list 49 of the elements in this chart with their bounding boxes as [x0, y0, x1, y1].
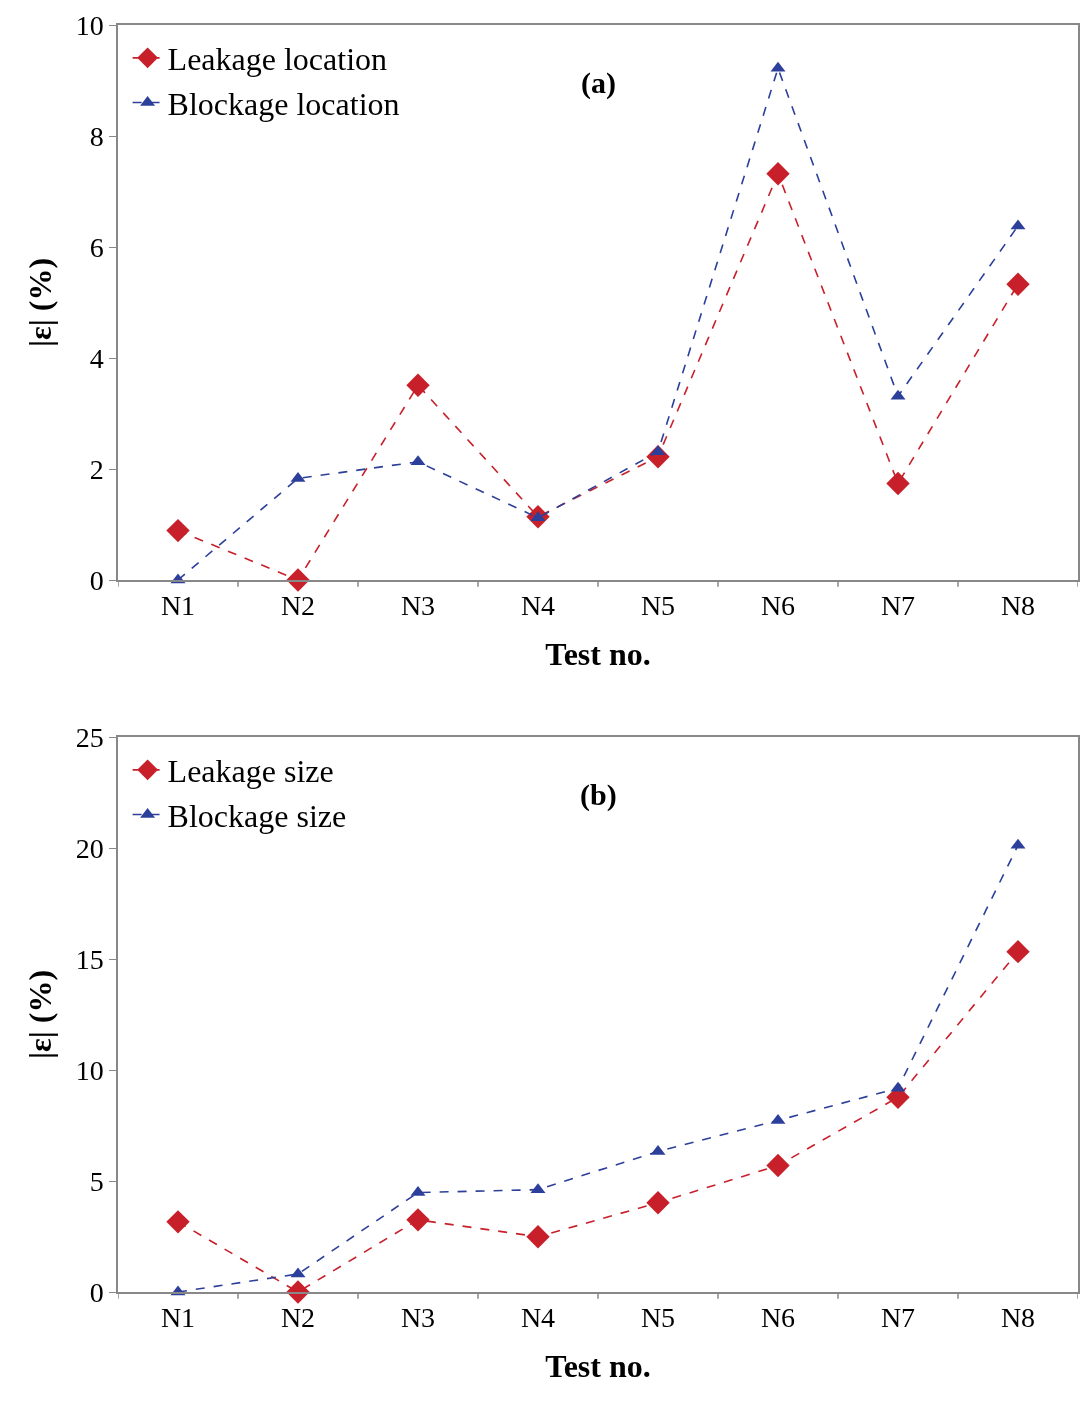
x-tick-label: N7: [880, 590, 916, 622]
y-tick-label: 8: [89, 120, 104, 152]
x-tick-label: N4: [520, 1302, 556, 1334]
point: [766, 162, 790, 186]
point: [526, 1225, 550, 1249]
point: [646, 1191, 670, 1215]
y-tick-label: 0: [89, 1276, 104, 1308]
point: [1006, 939, 1030, 964]
x-tick-label: N6: [760, 1302, 796, 1334]
y-tick-label: 5: [89, 1165, 104, 1197]
x-tick-label: N6: [760, 590, 796, 622]
point: [1006, 272, 1030, 296]
point: [406, 1208, 430, 1232]
y-tick-label: 2: [89, 453, 104, 485]
y-tick-label: 4: [89, 342, 104, 374]
y-tick-label: 20: [75, 832, 104, 864]
x-tick-label: N2: [280, 590, 316, 622]
y-tick-label: 10: [75, 1054, 104, 1086]
annotation: (a): [581, 66, 616, 100]
x-tick-label: N7: [880, 1302, 916, 1334]
y-axis-title: |ε| (%): [22, 257, 59, 348]
legend-label: Leakage size: [167, 753, 334, 790]
y-tick-label: 0: [89, 564, 104, 596]
y-tick-label: 10: [75, 9, 104, 41]
x-tick-label: N8: [1000, 590, 1036, 622]
x-tick-label: N2: [280, 1302, 316, 1334]
y-tick-label: 25: [75, 721, 104, 753]
annotation: (b): [580, 778, 617, 812]
x-axis-title: Test no.: [545, 1347, 651, 1384]
y-tick-label: 6: [89, 231, 104, 263]
y-tick-label: 15: [75, 943, 104, 975]
x-tick-label: N8: [1000, 1302, 1036, 1334]
x-tick-label: N1: [160, 590, 196, 622]
x-tick-label: N4: [520, 590, 556, 622]
x-tick-label: N3: [400, 1302, 436, 1334]
x-tick-label: N3: [400, 590, 436, 622]
x-tick-label: N1: [160, 1302, 196, 1334]
legend-label: Blockage location: [167, 85, 400, 122]
y-axis-title: |ε| (%): [22, 969, 59, 1060]
point: [886, 471, 910, 496]
x-tick-label: N5: [640, 1302, 676, 1334]
legend-label: Leakage location: [167, 41, 388, 78]
x-tick-label: N5: [640, 590, 676, 622]
legend-label: Blockage size: [167, 797, 347, 834]
x-axis-title: Test no.: [545, 635, 651, 672]
point: [406, 373, 430, 397]
point: [166, 1210, 190, 1234]
point: [166, 518, 190, 543]
point: [766, 1153, 790, 1178]
